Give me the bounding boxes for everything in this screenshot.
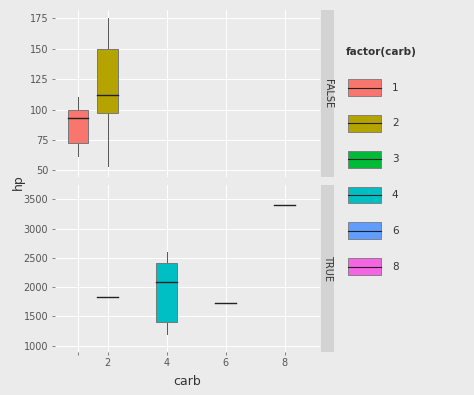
Text: 8: 8 [392, 261, 399, 271]
Text: 6: 6 [392, 226, 399, 236]
Text: 1: 1 [392, 83, 399, 93]
Text: 2: 2 [392, 118, 399, 128]
FancyBboxPatch shape [348, 115, 382, 132]
Text: hp: hp [12, 174, 25, 190]
FancyBboxPatch shape [348, 222, 382, 239]
Text: 4: 4 [392, 190, 399, 200]
FancyBboxPatch shape [348, 258, 382, 275]
Text: carb: carb [173, 375, 201, 388]
Text: FALSE: FALSE [322, 79, 333, 108]
Text: TRUE: TRUE [322, 255, 333, 281]
Text: 3: 3 [392, 154, 399, 164]
Bar [156, 263, 177, 322]
Bar [68, 110, 89, 143]
FancyBboxPatch shape [348, 151, 382, 167]
Text: factor(carb): factor(carb) [346, 47, 417, 57]
Bar [97, 49, 118, 113]
FancyBboxPatch shape [348, 79, 382, 96]
FancyBboxPatch shape [348, 187, 382, 203]
